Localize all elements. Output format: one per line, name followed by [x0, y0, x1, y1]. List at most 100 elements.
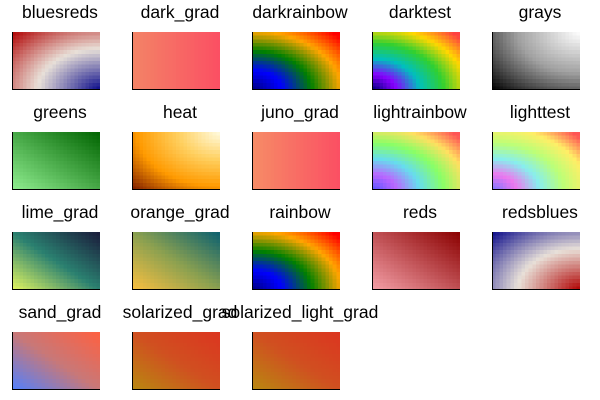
- swatch-pixel: [547, 171, 552, 177]
- swatch-pixel: [63, 53, 68, 58]
- swatch-pixel: [336, 79, 340, 84]
- swatch-pixel: [292, 135, 297, 140]
- swatch-pixel: [539, 186, 544, 190]
- swatch-pixel: [386, 168, 391, 173]
- swatch-pixel: [30, 232, 35, 237]
- swatch-pixel: [172, 261, 177, 266]
- swatch-pixel: [517, 39, 522, 44]
- swatch-pixel: [495, 150, 500, 155]
- swatch-pixel: [430, 71, 435, 77]
- swatch-pixel: [517, 79, 522, 84]
- swatch-pixel: [150, 264, 155, 269]
- swatch-pixel: [263, 171, 268, 177]
- swatch-pixel: [176, 46, 181, 51]
- swatch-pixel: [543, 164, 548, 169]
- swatch-pixel: [12, 164, 17, 169]
- swatch-pixel: [288, 146, 293, 151]
- swatch-pixel: [176, 268, 181, 273]
- swatch-pixel: [78, 186, 83, 190]
- swatch-pixel: [296, 146, 301, 151]
- swatch-pixel: [161, 182, 166, 187]
- swatch-pixel: [45, 257, 50, 262]
- swatch-pixel: [157, 279, 162, 284]
- swatch-pixel: [34, 32, 39, 37]
- swatch-pixel: [394, 82, 399, 87]
- swatch-pixel: [135, 153, 140, 158]
- swatch-pixel: [492, 182, 497, 187]
- swatch-pixel: [26, 239, 31, 244]
- swatch-pixel: [299, 179, 304, 184]
- swatch-pixel: [172, 171, 177, 177]
- swatch-pixel: [78, 39, 83, 44]
- swatch-pixel: [525, 32, 530, 37]
- swatch-pixel: [456, 171, 460, 177]
- swatch-pixel: [550, 182, 555, 187]
- swatch-pixel: [201, 35, 206, 40]
- swatch-pixel: [416, 46, 421, 51]
- swatch-pixel: [179, 142, 184, 148]
- swatch-pixel: [168, 164, 173, 169]
- swatch-pixel: [59, 86, 64, 90]
- swatch-pixel: [565, 146, 570, 151]
- swatch-pixel: [445, 142, 450, 148]
- swatch-pixel: [423, 171, 428, 177]
- swatch-pixel: [427, 32, 432, 37]
- swatch-pixel: [412, 179, 417, 184]
- swatch-pixel: [310, 71, 315, 77]
- swatch-pixel: [146, 75, 151, 80]
- swatch-pixel: [146, 32, 151, 37]
- swatch-pixel: [314, 132, 319, 137]
- swatch-pixel: [168, 153, 173, 158]
- swatch-pixel: [198, 264, 203, 269]
- swatch-pixel: [205, 161, 210, 166]
- swatch-pixel: [96, 261, 100, 266]
- swatch-pixel: [37, 271, 42, 277]
- swatch-pixel: [517, 57, 522, 62]
- swatch-pixel: [165, 171, 170, 177]
- swatch-pixel: [525, 68, 530, 73]
- swatch-pixel: [266, 135, 271, 140]
- swatch-pixel: [183, 53, 188, 58]
- swatch-pixel: [92, 246, 97, 251]
- swatch-pixel: [183, 157, 188, 162]
- swatch-pixel: [143, 186, 148, 190]
- swatch-pixel: [56, 61, 61, 66]
- swatch-pixel: [285, 146, 290, 151]
- swatch-pixel: [34, 242, 39, 248]
- swatch-pixel: [132, 282, 137, 287]
- swatch-pixel: [506, 68, 511, 73]
- swatch-pixel: [23, 182, 28, 187]
- swatch-pixel: [336, 32, 340, 37]
- swatch-pixel: [26, 271, 31, 277]
- swatch-pixel: [168, 286, 173, 290]
- swatch-pixel: [332, 182, 337, 187]
- swatch-pixel: [332, 271, 337, 277]
- swatch-pixel: [255, 264, 260, 269]
- swatch-pixel: [52, 164, 57, 169]
- swatch-pixel: [547, 68, 552, 73]
- swatch-pixel: [23, 64, 28, 69]
- swatch-pixel: [299, 68, 304, 73]
- swatch-pixel: [412, 161, 417, 166]
- swatch-pixel: [547, 64, 552, 69]
- swatch-pixel: [386, 35, 391, 40]
- swatch-pixel: [303, 235, 308, 240]
- swatch-pixel: [503, 171, 508, 177]
- swatch-pixel: [401, 61, 406, 66]
- swatch-pixel: [401, 32, 406, 37]
- swatch-pixel: [37, 42, 42, 48]
- swatch-pixel: [212, 282, 217, 287]
- swatch-pixel: [41, 132, 46, 137]
- swatch-pixel: [78, 135, 83, 140]
- swatch-pixel: [74, 286, 79, 290]
- swatch-pixel: [30, 39, 35, 44]
- swatch-pixel: [550, 146, 555, 151]
- swatch-pixel: [12, 50, 17, 55]
- swatch-pixel: [187, 235, 192, 240]
- swatch-pixel: [310, 42, 315, 48]
- swatch-pixel: [255, 182, 260, 187]
- swatch-pixel: [30, 261, 35, 266]
- swatch-pixel: [572, 161, 577, 166]
- swatch-pixel: [165, 61, 170, 66]
- swatch-pixel: [397, 42, 402, 48]
